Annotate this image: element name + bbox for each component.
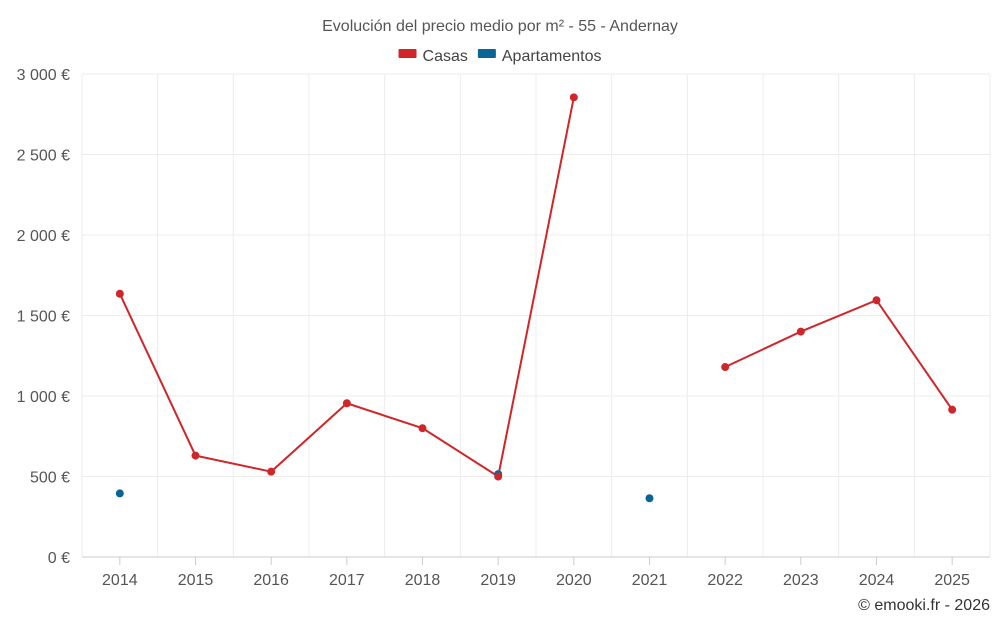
- series-points: [115, 93, 957, 503]
- x-tick-label: 2014: [102, 572, 138, 589]
- credit-text: © emooki.fr - 2026: [858, 597, 990, 614]
- y-tick-label: 2 500 €: [17, 148, 70, 165]
- data-point-0[interactable]: [267, 467, 276, 476]
- data-point-0[interactable]: [948, 405, 957, 414]
- legend-label: Apartamentos: [502, 48, 602, 65]
- y-axis: 0 € 500 € 1 000 € 1 500 € 2 000 € 2 500 € 3 00…: [17, 67, 70, 567]
- series-line-0: [724, 298, 953, 411]
- legend-label: Casas: [423, 48, 468, 65]
- legend-swatch: [477, 49, 496, 58]
- y-tick-label: 0 €: [48, 550, 70, 567]
- x-tick-label: 2016: [253, 572, 289, 589]
- legend-item-0[interactable]: Casas: [398, 48, 468, 65]
- legend-item-1[interactable]: Apartamentos: [477, 48, 602, 65]
- data-point-0[interactable]: [796, 327, 805, 336]
- x-tick-label: 2019: [480, 572, 516, 589]
- data-point-0[interactable]: [115, 289, 124, 298]
- x-axis: 2014 2015 2016 2017 2018 2019 2020 2021 2022 2023…: [102, 557, 970, 589]
- data-point-0[interactable]: [342, 399, 351, 408]
- x-tick-label: 2017: [329, 572, 365, 589]
- y-tick-label: 3 000 €: [17, 67, 70, 84]
- data-point-0[interactable]: [721, 363, 730, 372]
- data-point-0[interactable]: [872, 296, 881, 305]
- x-tick-label: 2025: [934, 572, 970, 589]
- y-tick-label: 1 000 €: [17, 389, 70, 406]
- chart-title: Evolución del precio medio por m² - 55 -…: [322, 18, 678, 35]
- data-point-1[interactable]: [115, 489, 124, 498]
- data-point-1[interactable]: [645, 494, 654, 503]
- data-point-0[interactable]: [494, 472, 503, 481]
- data-point-0[interactable]: [418, 424, 427, 433]
- legend: Casas Apartamentos: [398, 48, 602, 65]
- data-point-0[interactable]: [191, 451, 200, 460]
- data-point-0[interactable]: [569, 93, 578, 102]
- y-tick-label: 500 €: [30, 470, 70, 487]
- x-tick-label: 2018: [405, 572, 441, 589]
- x-tick-label: 2020: [556, 572, 592, 589]
- y-tick-label: 1 500 €: [17, 309, 70, 326]
- y-tick-label: 2 000 €: [17, 228, 70, 245]
- x-tick-label: 2021: [632, 572, 668, 589]
- x-tick-label: 2024: [859, 572, 895, 589]
- legend-swatch: [398, 49, 417, 58]
- x-tick-label: 2023: [783, 572, 819, 589]
- x-tick-label: 2015: [178, 572, 214, 589]
- x-tick-label: 2022: [707, 572, 743, 589]
